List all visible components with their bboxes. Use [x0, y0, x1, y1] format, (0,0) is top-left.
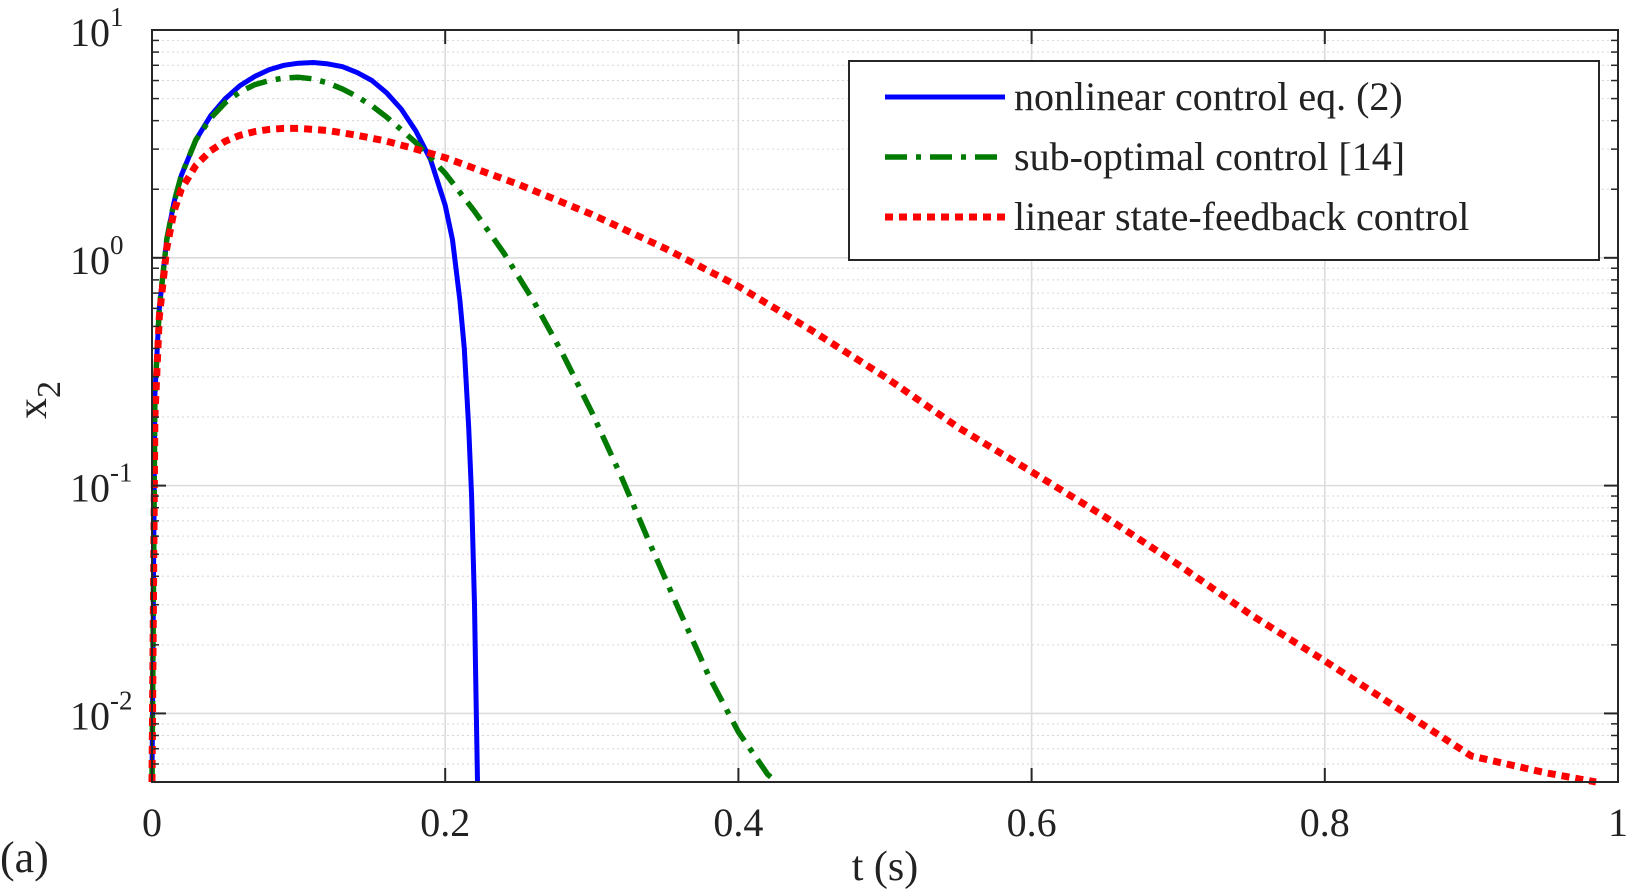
legend: nonlinear control eq. (2) sub-optimal con…	[848, 60, 1600, 261]
plot-frame	[151, 29, 1619, 783]
y-tick-label: 10-2	[70, 685, 133, 738]
x-tick-label: 1	[1608, 800, 1627, 845]
legend-label-2: sub-optimal control [14]	[1014, 134, 1405, 179]
legend-box	[848, 60, 1600, 261]
y-axis-label-subscript: 2	[31, 381, 68, 398]
y-axis-label: x2	[10, 381, 68, 419]
series-group	[148, 60, 1597, 786]
x-tick-label: 0.6	[1007, 800, 1057, 845]
y-tick-label: 10-1	[70, 458, 133, 511]
series-line-1	[149, 60, 480, 783]
legend-label-3: linear state-feedback control	[1014, 194, 1469, 239]
x-tick-label: 0.4	[713, 800, 763, 845]
x-tick-label: 0.2	[420, 800, 470, 845]
series-line-3	[148, 124, 1597, 786]
y-tick-label: 100	[70, 230, 124, 283]
x-axis-label: t (s)	[852, 844, 919, 890]
svg-text:x2: x2	[10, 381, 68, 419]
y-tick-label: 101	[70, 2, 124, 55]
series-line-2	[149, 74, 779, 785]
y-axis-label-main: x	[10, 398, 56, 419]
panel-label: (a)	[0, 833, 49, 882]
x-tick-label: 0.8	[1300, 800, 1350, 845]
x-tick-label: 0	[142, 800, 162, 845]
legend-label-1: nonlinear control eq. (2)	[1014, 74, 1403, 119]
ticks: 0 0.2 0.4 0.6 0.8 1 10-2 10-1 100 101	[70, 2, 1627, 845]
